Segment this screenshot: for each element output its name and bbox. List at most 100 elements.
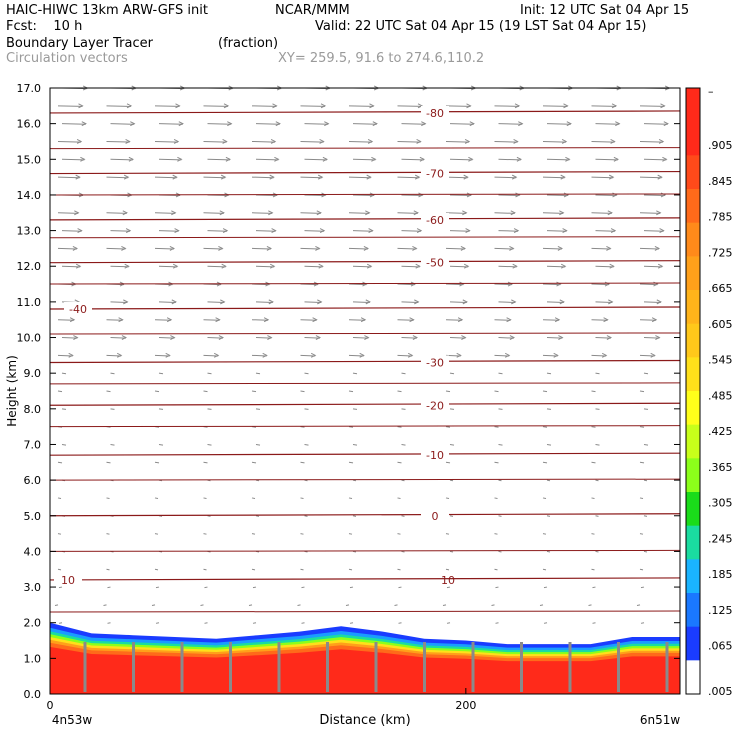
isotherm--50: [49, 260, 681, 264]
vector-head: [464, 139, 471, 144]
circulation-vector: [300, 105, 326, 107]
circulation-vector: [401, 123, 426, 125]
circulation-vector: [546, 265, 566, 268]
circulation-vector: [401, 515, 405, 517]
circulation-vector: [542, 105, 568, 107]
circulation-vector: [255, 443, 261, 446]
circulation-vector: [595, 550, 599, 553]
circulation-vector: [449, 337, 466, 339]
vector-head: [125, 228, 132, 234]
circulation-vector: [255, 230, 276, 232]
isotherm-line: [49, 382, 681, 385]
circulation-vector: [495, 586, 499, 589]
circulation-vector: [110, 158, 133, 161]
circulation-vector: [592, 622, 596, 624]
vector-head: [466, 192, 473, 198]
vector-head: [658, 139, 665, 144]
colorbar-label: .005: [708, 685, 733, 698]
circulation-vector: [449, 479, 454, 482]
vector-head: [315, 245, 321, 251]
circulation-vector: [398, 586, 402, 589]
circulation-vector: [61, 372, 67, 375]
circulation-vector: [494, 461, 499, 464]
circulation-vector: [591, 497, 595, 500]
circulation-vector: [348, 247, 368, 250]
vector-head: [324, 121, 330, 127]
vector-head: [372, 121, 378, 127]
circulation-vector: [57, 319, 75, 321]
isotherm--60: [49, 217, 681, 221]
circulation-vector: [103, 604, 107, 606]
circulation-vector: [591, 212, 612, 214]
circulation-vector: [639, 319, 657, 321]
vector-head: [412, 335, 419, 340]
vector-head: [362, 281, 368, 287]
circulation-vector: [397, 140, 421, 143]
circulation-vector: [203, 319, 220, 321]
circulation-vector: [397, 176, 420, 179]
circulation-vector: [595, 443, 600, 446]
circulation-vector: [539, 604, 544, 606]
vector-head: [172, 174, 178, 180]
circulation-vector: [639, 140, 664, 143]
circulation-vector: [498, 123, 523, 125]
circulation-vector: [255, 337, 272, 339]
circulation-vector: [348, 354, 364, 357]
vector-head: [606, 245, 612, 251]
circulation-vector: [158, 372, 164, 375]
colorbar-label: –: [708, 85, 714, 98]
isotherm-line: [49, 332, 681, 335]
circulation-vector: [546, 123, 571, 125]
y-tick-label: 9.0: [24, 367, 42, 380]
circulation-vector: [352, 550, 357, 553]
vector-head: [659, 228, 665, 234]
circulation-vector: [542, 247, 562, 250]
circulation-vector: [304, 479, 308, 482]
isotherm-line: [49, 147, 681, 150]
circulation-vector: [591, 426, 596, 428]
circulation-vector: [445, 105, 471, 107]
circulation-vector: [203, 568, 207, 571]
y-tick-label: 11.0: [17, 296, 42, 309]
vector-head: [662, 156, 668, 162]
circulation-vector: [397, 568, 401, 571]
vector-head: [566, 121, 572, 127]
circulation-vector: [154, 461, 160, 464]
vector-head: [165, 352, 171, 358]
vector-head: [650, 352, 656, 358]
circulation-vector: [542, 319, 560, 321]
circulation-vector: [304, 337, 320, 339]
circulation-vector: [397, 247, 417, 250]
circulation-vector: [158, 158, 182, 161]
vector-head: [316, 210, 322, 216]
circulation-vector: [542, 390, 548, 393]
circulation-vector: [449, 443, 455, 446]
vector-head: [414, 174, 421, 180]
circulation-vector: [154, 140, 179, 143]
circulation-vector: [106, 497, 110, 500]
circulation-vector: [352, 479, 357, 482]
circulation-vector: [110, 123, 135, 125]
isotherm-10: [49, 577, 681, 581]
circulation-vector: [643, 301, 661, 303]
circulation-vector: [203, 390, 208, 393]
circulation-vector: [595, 515, 599, 517]
vector-head: [651, 317, 658, 323]
colorbar-swatch: [686, 391, 700, 426]
y-tick-label: 15.0: [17, 153, 42, 166]
circulation-vector: [251, 247, 271, 250]
circulation-vector: [300, 354, 316, 357]
circulation-vector: [591, 105, 617, 107]
circulation-vector: [595, 372, 600, 375]
circulation-vector: [304, 408, 309, 410]
vector-head: [121, 245, 127, 251]
circulation-vector: [591, 390, 596, 393]
vector-head: [416, 139, 422, 144]
x-tick-label: 0: [47, 699, 54, 712]
circulation-vector: [207, 443, 212, 446]
circulation-vector: [349, 586, 354, 589]
circulation-vector: [106, 247, 126, 250]
colorbar-swatch: [686, 88, 700, 123]
vector-head: [166, 317, 173, 323]
